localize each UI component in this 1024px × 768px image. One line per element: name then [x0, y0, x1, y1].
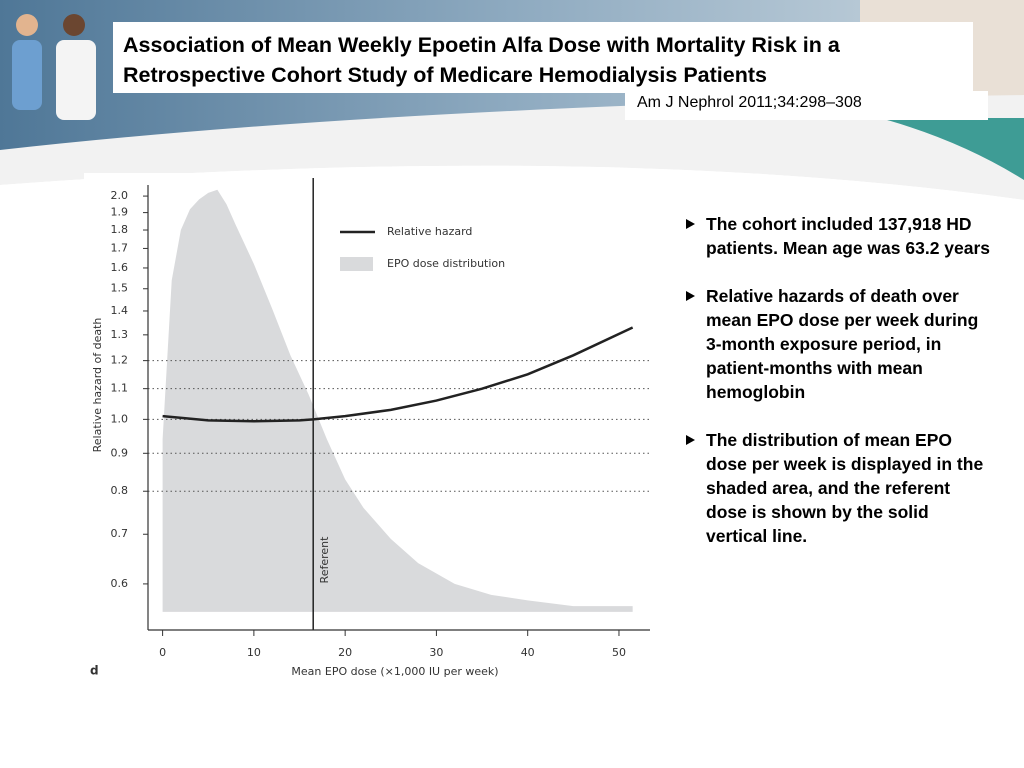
- legend-label: EPO dose distribution: [387, 257, 505, 270]
- bullet: The distribution of mean EPO dose per we…: [684, 428, 994, 548]
- bullet-arrow: [686, 291, 695, 301]
- bullet-text: The cohort included 137,918 HD patients.…: [706, 214, 991, 258]
- y-tick-label: 1.3: [111, 328, 129, 341]
- bullet-arrow: [686, 435, 695, 445]
- y-tick-label: 1.6: [111, 261, 129, 274]
- x-axis-title: Mean EPO dose (×1,000 IU per week): [291, 665, 498, 678]
- bullet-list: The cohort included 137,918 HD patients.…: [684, 212, 994, 572]
- y-tick-label: 1.5: [111, 282, 129, 295]
- bullet-text: Relative hazards of death over mean EPO …: [706, 286, 979, 402]
- x-tick-label: 10: [247, 646, 261, 659]
- y-tick-label: 1.4: [111, 304, 129, 317]
- x-tick-label: 50: [612, 646, 626, 659]
- y-tick-label: 1.1: [111, 382, 129, 395]
- y-tick-label: 1.9: [111, 206, 129, 219]
- y-tick-label: 0.7: [111, 527, 129, 540]
- y-tick-label: 2.0: [111, 189, 129, 202]
- swoosh: [0, 95, 1024, 200]
- citation: Am J Nephrol 2011;34:298–308: [625, 91, 988, 120]
- y-axis-title: Relative hazard of death: [91, 318, 104, 453]
- bullet: The cohort included 137,918 HD patients.…: [684, 212, 994, 260]
- x-tick-label: 0: [159, 646, 166, 659]
- bullet-arrow: [686, 219, 695, 229]
- hazard-line: [162, 326, 634, 423]
- distribution-area: [162, 189, 633, 612]
- slide-title: Association of Mean Weekly Epoetin Alfa …: [113, 22, 973, 93]
- referent-label: Referent: [318, 536, 331, 584]
- y-tick-label: 0.9: [111, 446, 129, 459]
- bullet: Relative hazards of death over mean EPO …: [684, 284, 994, 404]
- y-tick-label: 1.0: [111, 412, 129, 425]
- x-tick-label: 20: [338, 646, 352, 659]
- y-tick-label: 1.7: [111, 241, 129, 254]
- doctors-illustration: [12, 14, 96, 120]
- y-tick-label: 1.2: [111, 354, 129, 367]
- legend-label: Relative hazard: [387, 225, 472, 238]
- legend-swatch: [340, 257, 373, 271]
- x-tick-label: 40: [521, 646, 535, 659]
- y-tick-label: 0.8: [111, 484, 129, 497]
- teal-band: [880, 118, 1024, 180]
- bullet-text: The distribution of mean EPO dose per we…: [706, 430, 984, 546]
- y-tick-label: 0.6: [111, 577, 129, 590]
- y-tick-label: 1.8: [111, 223, 129, 236]
- panel-label: d: [90, 664, 99, 678]
- x-tick-label: 30: [429, 646, 443, 659]
